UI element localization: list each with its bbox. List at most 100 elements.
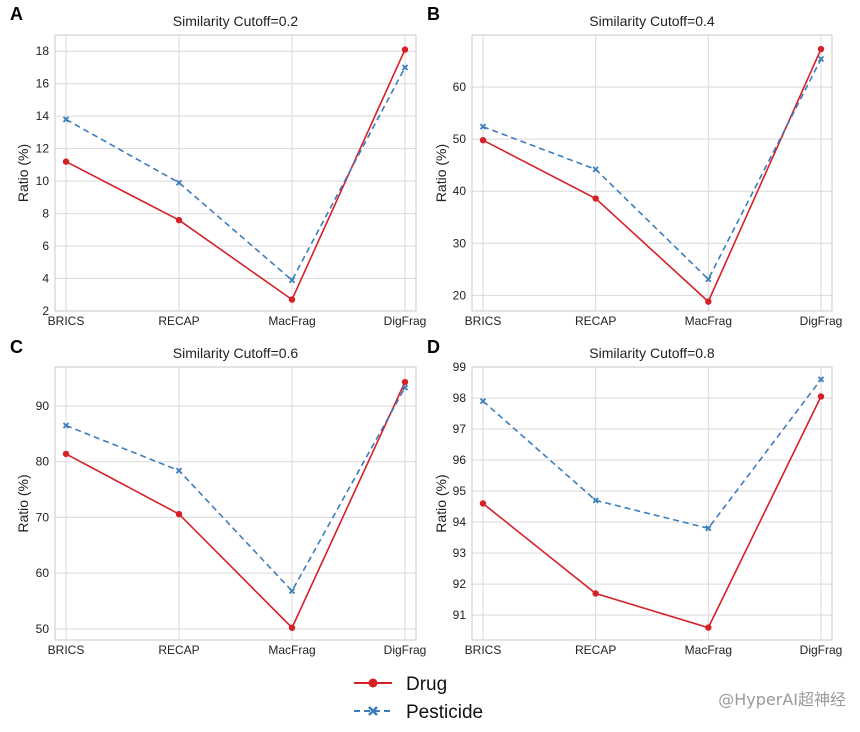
y-tick-label: 4 <box>42 272 49 286</box>
data-point-drug <box>592 590 599 597</box>
x-tick-label-recap: RECAP <box>158 314 199 328</box>
panel-title: Similarity Cutoff=0.8 <box>589 345 715 361</box>
series-line-pesticide <box>482 58 822 281</box>
panel-d: 91 92 93 94 95 96 97 98 99 BRICS RECAP MacFrag DigFr… <box>427 337 842 657</box>
series-pesticide <box>479 376 825 532</box>
legend-item-pesticide: Pesticide <box>354 702 483 723</box>
legend-swatch-pesticide-marker <box>368 706 378 716</box>
plot-area <box>54 34 417 312</box>
y-axis-label: Ratio (%) <box>433 144 449 202</box>
y-tick-label: 60 <box>36 566 50 580</box>
panel-letter: B <box>427 4 440 24</box>
y-tick-label: 40 <box>453 184 467 198</box>
panel-title: Similarity Cutoff=0.4 <box>589 13 715 29</box>
panel-letter: D <box>427 337 440 357</box>
x-tick-label-macfrag: MacFrag <box>268 643 315 657</box>
series-line-pesticide <box>65 387 406 593</box>
series-line-drug <box>482 396 822 629</box>
data-point-drug <box>705 298 712 305</box>
data-point-pesticide <box>592 166 599 173</box>
data-point-drug <box>817 45 825 53</box>
data-point-drug <box>817 393 825 400</box>
y-tick-label: 16 <box>36 77 50 91</box>
x-tick-label-brics: BRICS <box>48 314 85 328</box>
data-point-pesticide <box>288 277 296 284</box>
series-pesticide <box>479 55 825 283</box>
y-tick-label: 98 <box>453 391 467 405</box>
data-point-pesticide <box>705 276 712 283</box>
data-point-pesticide <box>62 116 70 123</box>
data-point-drug <box>592 195 599 202</box>
y-tick-label: 80 <box>36 455 50 469</box>
y-axis-label: Ratio (%) <box>433 474 449 532</box>
data-point-pesticide <box>175 467 183 474</box>
data-point-drug <box>479 136 487 144</box>
y-axis-label: Ratio (%) <box>15 474 31 532</box>
data-point-pesticide <box>817 55 825 63</box>
x-tick-label-digfrag: DigFrag <box>384 314 427 328</box>
data-point-drug <box>175 216 183 224</box>
data-point-drug <box>479 500 487 507</box>
data-point-drug <box>705 624 712 631</box>
x-tick-label-digfrag: DigFrag <box>384 643 427 657</box>
watermark: @HyperAI超神经 <box>718 690 846 709</box>
y-tick-label: 10 <box>36 174 50 188</box>
plot-area <box>54 366 417 641</box>
y-tick-label: 6 <box>42 239 49 253</box>
x-tick-label-brics: BRICS <box>465 314 502 328</box>
x-tick-label-macfrag: MacFrag <box>268 314 315 328</box>
y-tick-label: 30 <box>453 236 467 250</box>
x-tick-label-brics: BRICS <box>465 643 502 657</box>
data-point-pesticide <box>62 422 70 429</box>
y-tick-label: 60 <box>453 80 467 94</box>
data-point-pesticide <box>705 525 712 532</box>
y-tick-label: 93 <box>453 546 467 560</box>
panel-title: Similarity Cutoff=0.2 <box>173 13 299 29</box>
panel-letter: A <box>10 4 23 24</box>
panel-a: 2 4 6 8 10 12 14 16 18 BRICS RECAP MacFrag DigFrag Si… <box>10 4 426 328</box>
data-point-drug <box>62 450 70 458</box>
legend-label-drug: Drug <box>406 674 447 695</box>
data-point-drug <box>288 624 296 631</box>
y-tick-label: 50 <box>36 622 50 636</box>
panel-letter: C <box>10 337 23 357</box>
panel-c: 50 60 70 80 90 BRICS RECAP MacFrag DigFrag Simila… <box>10 337 426 657</box>
legend: Drug Pesticide <box>354 674 483 723</box>
series-drug <box>479 45 825 305</box>
x-tick-label-macfrag: MacFrag <box>685 643 732 657</box>
x-tick-label-digfrag: DigFrag <box>800 643 843 657</box>
y-tick-label: 95 <box>453 484 467 498</box>
y-tick-label: 96 <box>453 453 467 467</box>
data-point-pesticide <box>175 179 183 186</box>
chart-panels: 2 4 6 8 10 12 14 16 18 BRICS RECAP MacFrag DigFrag Si… <box>10 4 842 657</box>
y-tick-label: 91 <box>453 608 467 622</box>
y-tick-label: 12 <box>36 142 50 156</box>
y-axis-label: Ratio (%) <box>15 144 31 202</box>
plot-area <box>471 366 833 641</box>
y-tick-label: 70 <box>36 510 50 524</box>
series-line-pesticide <box>482 378 822 530</box>
data-point-pesticide <box>479 397 487 405</box>
x-tick-label-digfrag: DigFrag <box>800 314 843 328</box>
data-point-pesticide <box>817 376 825 383</box>
panel-title: Similarity Cutoff=0.6 <box>173 345 299 361</box>
series-line-drug <box>482 48 822 303</box>
series-pesticide <box>62 384 409 595</box>
y-tick-label: 99 <box>453 360 467 374</box>
data-point-pesticide <box>479 123 487 130</box>
x-tick-label-recap: RECAP <box>575 314 616 328</box>
y-tick-label: 97 <box>453 422 467 436</box>
series-line-drug <box>65 381 406 630</box>
y-tick-label: 14 <box>36 109 50 123</box>
legend-swatch-drug-marker <box>368 678 378 688</box>
data-point-pesticide <box>592 497 599 504</box>
data-point-pesticide <box>288 587 296 595</box>
y-tick-label: 50 <box>453 132 467 146</box>
series-pesticide <box>62 64 409 284</box>
x-tick-label-brics: BRICS <box>48 643 85 657</box>
series-drug <box>479 393 825 631</box>
data-point-drug <box>401 46 409 53</box>
data-point-drug <box>62 158 70 165</box>
y-tick-label: 90 <box>36 399 50 413</box>
